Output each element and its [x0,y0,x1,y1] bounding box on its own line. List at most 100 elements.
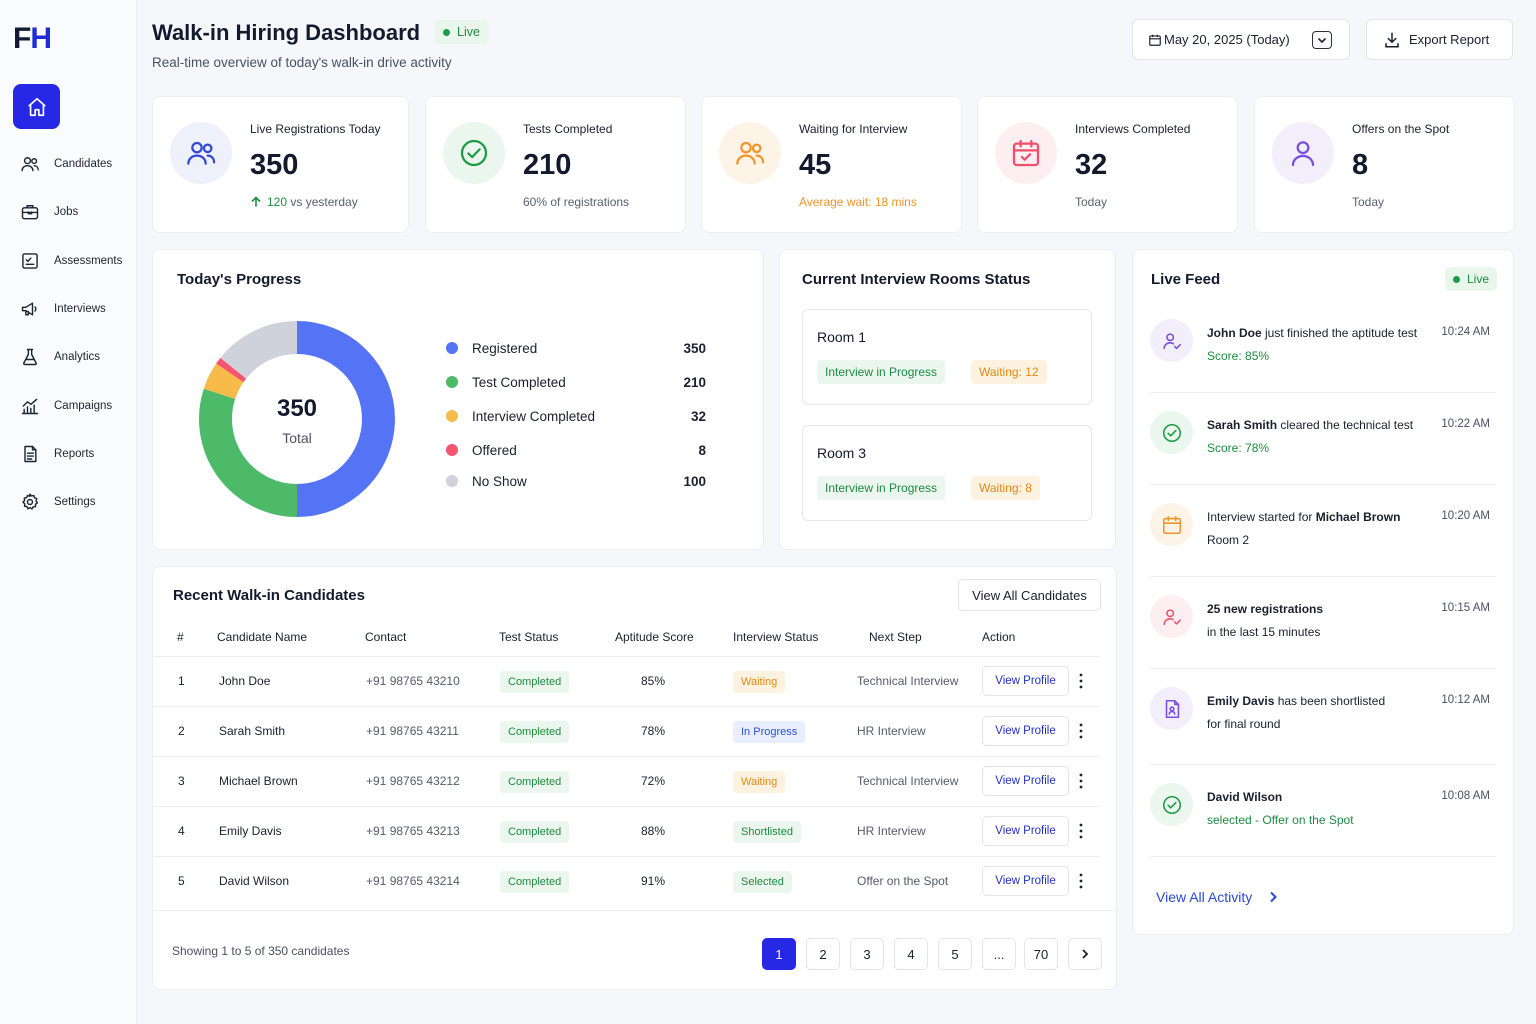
candidate-name: John Doe [219,674,271,688]
view-all-activity-link[interactable]: View All Activity [1156,889,1280,905]
feed-subtext: selected - Offer on the Spot [1207,813,1354,827]
home-button[interactable] [13,84,60,129]
test-status-badge: Completed [500,821,570,843]
stat-subtext: Today [1075,195,1108,209]
table-row[interactable]: 2 Sarah Smith +91 98765 43211 Completed 78% I… [153,706,1100,756]
table-header-cell: Next Step [869,630,922,644]
feed-text: John Doe just finished the aptitude test [1207,326,1418,340]
export-report-button[interactable]: Export Report [1366,19,1513,60]
next-page-button[interactable] [1068,938,1102,970]
sidebar-item-analytics[interactable]: Analytics [20,345,100,369]
room-card[interactable]: Room 3 Interview in Progress Waiting: 8 [802,425,1092,521]
aptitude-score: 91% [641,874,666,888]
candidates-card: Recent Walk-in Candidates View All Candi… [152,566,1117,990]
stat-card-3: Waiting for Interview 45 Average wait: 18 … [701,96,962,233]
legend-value: 32 [690,408,706,424]
feed-text: Interview started for Michael Brown [1207,510,1401,524]
candidate-contact: +91 98765 43210 [366,674,460,688]
feed-time: 10:15 AM [1441,602,1490,614]
table-header-cell: # [177,630,184,644]
stat-value: 32 [1075,149,1108,181]
download-icon [1385,32,1399,47]
progress-title: Today's Progress [177,271,302,288]
page-button[interactable]: 5 [938,938,972,970]
row-index: 5 [178,874,185,888]
feed-item[interactable]: Emily Davis has been shortlisted for fina… [1150,687,1496,747]
view-profile-button[interactable]: View Profile [982,766,1069,796]
page-subtitle: Real-time overview of today's walk-in dr… [152,55,452,70]
table-row[interactable]: 4 Emily Davis +91 98765 43213 Completed 88% S… [153,806,1100,856]
page-button[interactable]: 4 [894,938,928,970]
feed-item[interactable]: John Doe just finished the aptitude test… [1150,319,1496,379]
sidebar-item-campaigns[interactable]: Campaigns [20,394,112,418]
table-row[interactable]: 1 John Doe +91 98765 43210 Completed 85% Wait… [153,656,1100,706]
feed-subtext: Score: 85% [1207,349,1270,363]
test-status-badge: Completed [500,771,570,793]
sidebar-item-label: Reports [54,447,95,460]
interview-status-badge: Waiting [733,671,786,693]
table-row[interactable]: 3 Michael Brown +91 98765 43212 Completed 72… [153,756,1100,806]
more-options-icon[interactable] [1079,823,1083,839]
page-button[interactable]: 1 [762,938,796,970]
page-button[interactable]: 3 [850,938,884,970]
briefcase-icon [21,205,39,220]
aptitude-score: 72% [641,774,666,788]
view-profile-button[interactable]: View Profile [982,866,1069,896]
sidebar-item-jobs[interactable]: Jobs [20,200,78,224]
page-button[interactable]: 70 [1024,938,1058,970]
feed-item[interactable]: Sarah Smith cleared the technical test Sc… [1150,411,1496,471]
sidebar-item-assessments[interactable]: Assessments [20,249,122,273]
stat-label: Offers on the Spot [1352,122,1450,136]
room-card[interactable]: Room 1 Interview in Progress Waiting: 12 [802,309,1092,405]
feed-icon-wrap [1150,783,1193,826]
sidebar-item-interviews[interactable]: Interviews [20,297,106,321]
feed-item[interactable]: 25 new registrations in the last 15 minut… [1150,595,1496,655]
date-picker[interactable]: May 20, 2025 (Today) [1132,19,1350,60]
room-waiting-badge: Waiting: 8 [971,476,1040,500]
page-button[interactable]: 2 [806,938,840,970]
view-profile-button[interactable]: View Profile [982,716,1069,746]
stat-subtext-value: 120 vs yesterday [267,195,358,209]
feed-item[interactable]: David Wilson selected - Offer on the Spot… [1150,783,1496,843]
users-icon [187,141,216,165]
sidebar-item-settings[interactable]: Settings [20,490,96,514]
sidebar-item-label: Assessments [54,254,123,267]
legend-value: 100 [683,473,706,489]
feed-time: 10:22 AM [1441,418,1490,430]
next-step: HR Interview [857,724,926,738]
sidebar-item-candidates[interactable]: Candidates [20,152,112,176]
stat-value: 350 [250,149,299,181]
donut-slice-offered [216,357,247,383]
view-all-candidates-button[interactable]: View All Candidates [958,579,1101,611]
live-feed-card: Live Feed Live View All Activity [1132,249,1514,935]
legend-dot [446,444,458,456]
aptitude-score: 88% [641,824,666,838]
legend-label: Test Completed [472,374,566,390]
date-value: May 20, 2025 (Today) [1164,32,1290,47]
feed-item[interactable]: Interview started for Michael Brown Room … [1150,503,1496,563]
table-header-cell: Candidate Name [217,630,308,644]
more-options-icon[interactable] [1079,723,1083,739]
stat-value: 210 [523,149,572,181]
view-profile-button[interactable]: View Profile [982,666,1069,696]
more-options-icon[interactable] [1079,773,1083,789]
legend-dot [446,376,458,388]
more-options-icon[interactable] [1079,873,1083,889]
table-row[interactable]: 5 David Wilson +91 98765 43214 Completed 91%… [153,856,1100,906]
page-button[interactable]: ... [982,938,1016,970]
more-options-icon[interactable] [1079,673,1083,689]
stat-icon-wrap [443,122,505,184]
feed-divider [1150,856,1496,857]
sidebar-item-label: Settings [54,496,96,509]
legend-dot [446,475,458,487]
app-logo[interactable]: FH [13,22,52,55]
chevron-down-icon[interactable] [1312,31,1332,49]
candidate-name: Sarah Smith [219,724,286,738]
view-profile-button[interactable]: View Profile [982,816,1069,846]
chevron-right-icon [1082,949,1089,959]
arrow-up-icon [251,196,261,207]
next-step: Technical Interview [857,674,959,688]
sidebar-item-reports[interactable]: Reports [20,442,94,466]
next-step: Technical Interview [857,774,959,788]
row-index: 3 [178,774,185,788]
